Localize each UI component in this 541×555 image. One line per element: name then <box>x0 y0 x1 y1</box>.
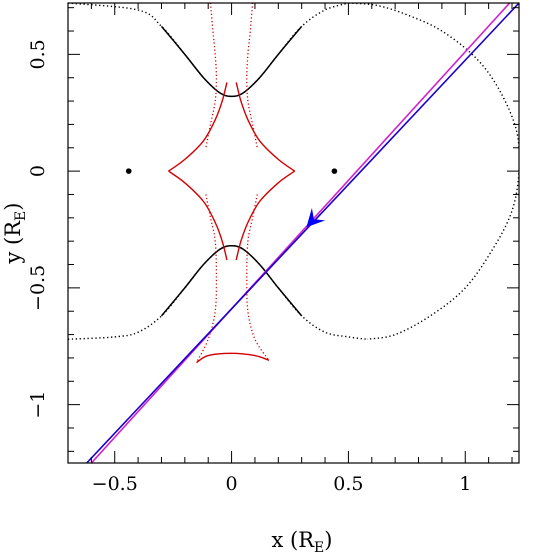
y-tick-label: 0.5 <box>27 39 49 69</box>
caustic-dotted-upper-left <box>205 3 218 148</box>
curves-layer <box>68 3 519 463</box>
x-tick-label: 1 <box>459 473 471 495</box>
x-axis-label: x (RE) <box>272 528 333 555</box>
trajectory-arrow <box>306 208 326 228</box>
x-axis-label-main: x (R <box>272 528 316 552</box>
y-axis-label-main: y (R <box>1 220 25 265</box>
y-tick-label: −1 <box>27 391 49 419</box>
critical-curve-lower-dotted <box>68 245 368 340</box>
caustic-central-upper-right <box>235 82 296 172</box>
y-tick-label: 0 <box>27 165 49 177</box>
caustic-central-upper-left <box>168 82 228 172</box>
plot-frame <box>67 2 520 464</box>
caustic-central-lower-left <box>168 170 228 261</box>
critical-curve-lower-solid <box>160 245 303 317</box>
x-axis-label-sub: E <box>314 540 324 555</box>
y-tick-label: −0.5 <box>27 265 49 311</box>
ticks-layer <box>68 3 519 463</box>
x-axis-label-close: ) <box>324 528 332 552</box>
caustic-lower-small <box>196 352 270 364</box>
critical-curve-upper-solid <box>160 25 303 98</box>
lens-point-2 <box>331 168 338 174</box>
caustic-dotted-upper-right <box>246 3 258 148</box>
x-tick-label: 0.5 <box>333 473 363 495</box>
y-axis-label: y (RE) <box>1 203 29 265</box>
tick-labels-layer: −0.5 0 0.5 1 0.5 0 −0.5 −1 <box>27 39 471 495</box>
y-axis-label-sub: E <box>13 211 29 221</box>
lens-point-1 <box>125 168 132 174</box>
caustic-central-lower-right <box>235 170 296 261</box>
trajectory-line <box>86 3 519 463</box>
x-tick-label: 0 <box>226 473 238 495</box>
y-axis-label-close: ) <box>1 203 25 211</box>
x-tick-label: −0.5 <box>92 473 138 495</box>
trajectory-line-alt <box>90 3 511 463</box>
critical-curve-right-dotted <box>348 3 519 340</box>
